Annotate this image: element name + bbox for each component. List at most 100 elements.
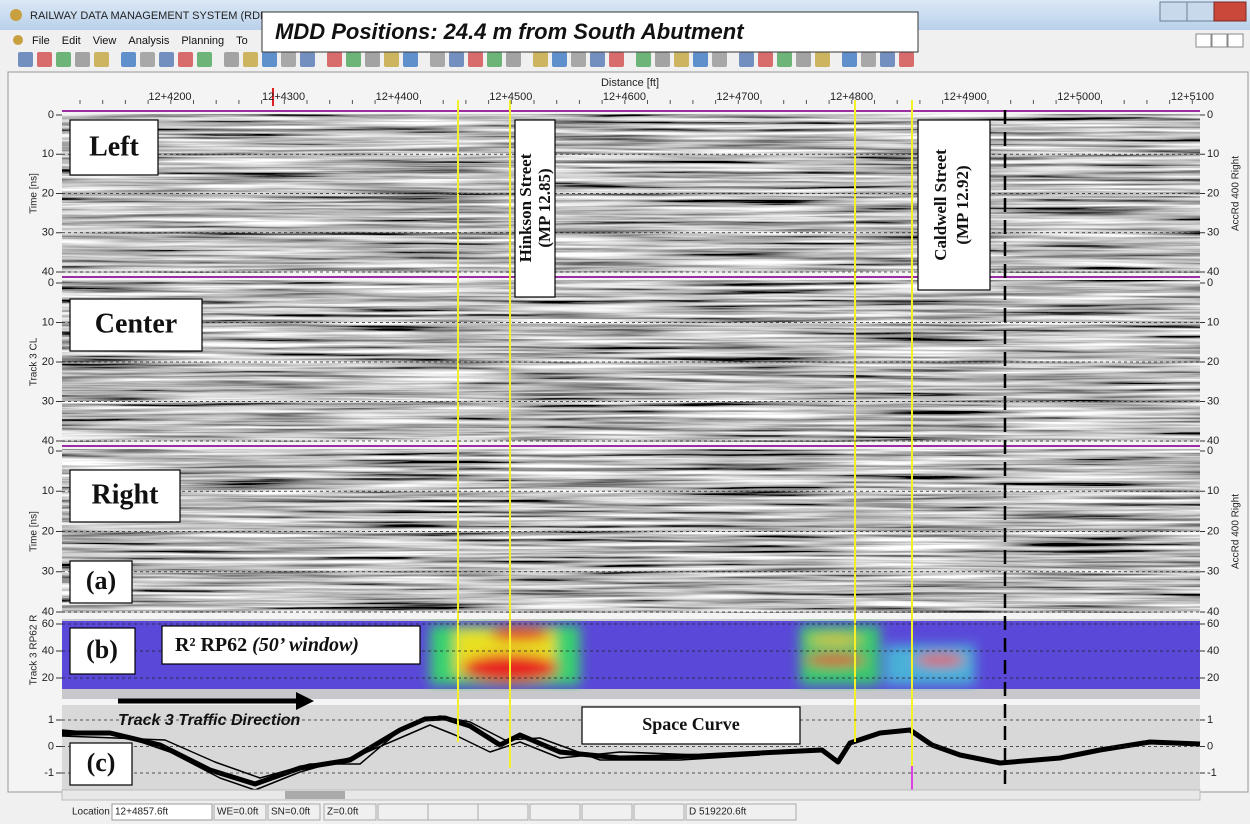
street-name: Hinkson Street bbox=[516, 153, 535, 262]
toolbar-button[interactable] bbox=[533, 52, 548, 67]
toolbar-button[interactable] bbox=[94, 52, 109, 67]
y-tick-label: 40 bbox=[42, 435, 54, 447]
close-button[interactable] bbox=[1213, 1, 1247, 22]
status-text: D 519220.6ft bbox=[689, 807, 746, 818]
y-tick-label: 30 bbox=[1207, 227, 1219, 239]
y-tick-label: 30 bbox=[1207, 395, 1219, 407]
space-curve-title: Space Curve bbox=[642, 714, 740, 734]
location-field[interactable] bbox=[111, 803, 213, 821]
annotation-box bbox=[69, 627, 136, 675]
y-tick-label: 0 bbox=[48, 445, 54, 457]
toolbar-button[interactable] bbox=[224, 52, 239, 67]
menu-item[interactable]: View bbox=[93, 35, 117, 47]
y-tick-label: 20 bbox=[1207, 525, 1219, 537]
toolbar-button[interactable] bbox=[403, 52, 418, 67]
toolbar-button[interactable] bbox=[693, 52, 708, 67]
y-axis-label: Time [ns] bbox=[29, 173, 40, 214]
menu-item[interactable]: To bbox=[236, 35, 248, 47]
toolbar-button[interactable] bbox=[365, 52, 380, 67]
toolbar-button[interactable] bbox=[449, 52, 464, 67]
annotation-box bbox=[69, 469, 181, 523]
window-title: RAILWAY DATA MANAGEMENT SYSTEM (RDM bbox=[30, 10, 269, 22]
y-tick-label: 20 bbox=[42, 525, 54, 537]
toolbar-button[interactable] bbox=[430, 52, 445, 67]
toolbar-button[interactable] bbox=[552, 52, 567, 67]
toolbar-button[interactable] bbox=[674, 52, 689, 67]
toolbar-button[interactable] bbox=[712, 52, 727, 67]
toolbar-button[interactable] bbox=[636, 52, 651, 67]
y-tick-label: 10 bbox=[42, 316, 54, 328]
status-field bbox=[323, 803, 377, 821]
toolbar-button[interactable] bbox=[178, 52, 193, 67]
y-tick-label: -1 bbox=[44, 767, 54, 779]
street-label: Hinkson Street (MP 12.85) bbox=[516, 153, 554, 262]
panel-label: Right bbox=[92, 479, 160, 510]
toolbar-button[interactable] bbox=[384, 52, 399, 67]
street-lines bbox=[457, 100, 913, 768]
direction-label: Track 3 Traffic Direction bbox=[118, 712, 301, 729]
toolbar-button[interactable] bbox=[571, 52, 586, 67]
toolbar-button[interactable] bbox=[590, 52, 605, 67]
toolbar-button[interactable] bbox=[796, 52, 811, 67]
toolbar-button[interactable] bbox=[899, 52, 914, 67]
status-location: 12+4857.6ft bbox=[115, 807, 168, 818]
toolbar-button[interactable] bbox=[346, 52, 361, 67]
mdi-minimize[interactable] bbox=[1195, 33, 1212, 48]
toolbar-button[interactable] bbox=[121, 52, 136, 67]
scrollbar[interactable] bbox=[61, 789, 1201, 801]
x-tick-label: 12+5100 bbox=[1171, 91, 1214, 103]
mdi-restore[interactable] bbox=[1211, 33, 1228, 48]
toolbar-button[interactable] bbox=[880, 52, 895, 67]
toolbar-button[interactable] bbox=[75, 52, 90, 67]
callout: MDD Positions: 24.4 m from South Abutmen… bbox=[275, 19, 745, 44]
toolbar-button[interactable] bbox=[655, 52, 670, 67]
x-tick-label: 12+4200 bbox=[148, 91, 191, 103]
toolbar-button[interactable] bbox=[468, 52, 483, 67]
y-tick-label: 40 bbox=[1207, 645, 1219, 657]
annotation-box bbox=[69, 119, 159, 176]
toolbar-button[interactable] bbox=[842, 52, 857, 67]
toolbar-button[interactable] bbox=[18, 52, 33, 67]
gpr-image bbox=[62, 449, 1200, 613]
x-tick-label: 12+4500 bbox=[489, 91, 532, 103]
x-tick-label: 12+4600 bbox=[603, 91, 646, 103]
scrollbar-thumb[interactable] bbox=[285, 791, 345, 799]
status-field bbox=[529, 803, 581, 821]
toolbar-button[interactable] bbox=[609, 52, 624, 67]
y-tick-label: 60 bbox=[42, 618, 54, 630]
toolbar-button[interactable] bbox=[140, 52, 155, 67]
app-icon bbox=[10, 9, 22, 21]
toolbar-button[interactable] bbox=[758, 52, 773, 67]
panel-label: Center bbox=[95, 308, 177, 339]
maximize-button[interactable] bbox=[1186, 1, 1215, 22]
mdi-close[interactable] bbox=[1227, 33, 1244, 48]
menu-item[interactable]: Analysis bbox=[128, 35, 169, 47]
y-tick-label: 30 bbox=[42, 395, 54, 407]
toolbar-button[interactable] bbox=[327, 52, 342, 67]
toolbar-button[interactable] bbox=[262, 52, 277, 67]
toolbar-button[interactable] bbox=[37, 52, 52, 67]
toolbar-button[interactable] bbox=[300, 52, 315, 67]
toolbar-button[interactable] bbox=[56, 52, 71, 67]
toolbar-button[interactable] bbox=[197, 52, 212, 67]
annotation-box bbox=[69, 742, 133, 786]
toolbar-button[interactable] bbox=[243, 52, 258, 67]
toolbar-button[interactable] bbox=[861, 52, 876, 67]
y-tick-label: 20 bbox=[1207, 187, 1219, 199]
panel-tag: (b) bbox=[86, 635, 118, 664]
menu-item[interactable]: Planning bbox=[181, 35, 224, 47]
callout-box bbox=[261, 11, 919, 53]
toolbar-button[interactable] bbox=[159, 52, 174, 67]
toolbar-button[interactable] bbox=[281, 52, 296, 67]
toolbar-button[interactable] bbox=[506, 52, 521, 67]
x-tick-label: 12+4300 bbox=[262, 91, 305, 103]
menu-item[interactable]: File bbox=[32, 35, 50, 47]
toolbar-button[interactable] bbox=[739, 52, 754, 67]
y-tick-label: 10 bbox=[42, 148, 54, 160]
toolbar-button[interactable] bbox=[487, 52, 502, 67]
toolbar-button[interactable] bbox=[777, 52, 792, 67]
minimize-button[interactable] bbox=[1159, 1, 1188, 22]
toolbar-button[interactable] bbox=[815, 52, 830, 67]
menu-item[interactable]: Edit bbox=[62, 35, 81, 47]
street-label: Caldwell Street (MP 12.92) bbox=[931, 149, 972, 261]
